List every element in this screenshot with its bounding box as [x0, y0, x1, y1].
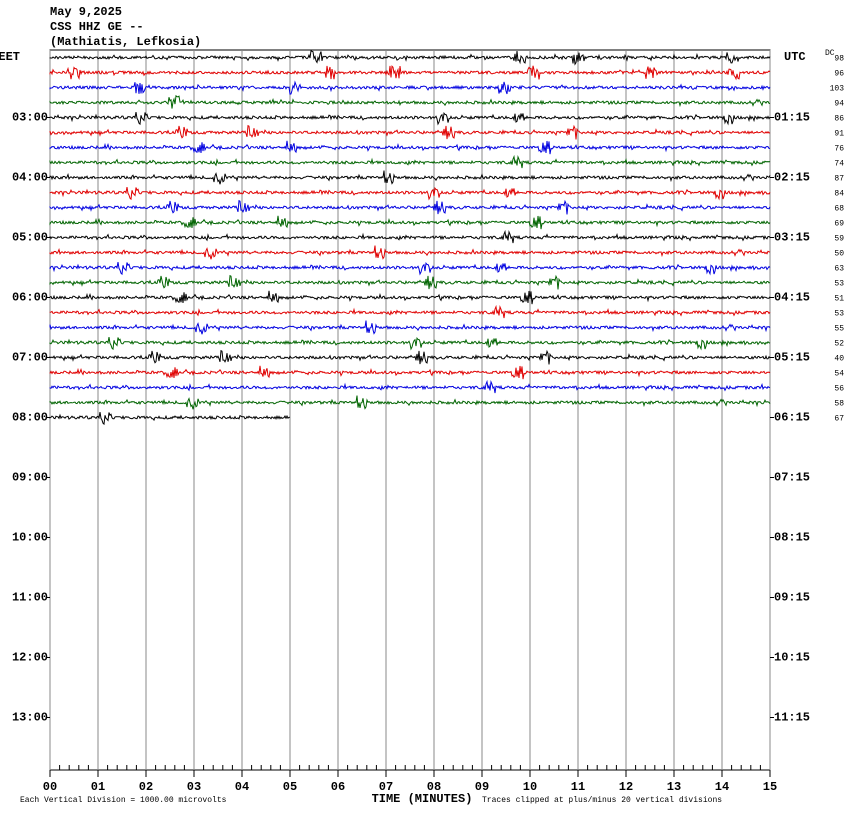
- trace: [49, 379, 771, 394]
- dc-value: 53: [834, 310, 844, 319]
- dc-value: 63: [834, 265, 844, 274]
- y-tick-label: 12:00: [12, 651, 48, 665]
- dc-value: 40: [834, 355, 844, 364]
- y2-tick-label: 11:15: [774, 711, 810, 725]
- y2-tick-label: 04:15: [774, 291, 810, 305]
- x-tick-label: 04: [235, 780, 249, 794]
- dc-value: 67: [834, 415, 844, 424]
- left-zone: EET: [0, 50, 20, 64]
- trace: [49, 320, 771, 335]
- dc-value: 68: [834, 205, 844, 214]
- trace: [49, 215, 771, 230]
- trace: [49, 349, 771, 365]
- y-tick-label: 11:00: [12, 591, 48, 605]
- trace: [49, 170, 771, 185]
- plot-frame: [49, 49, 771, 771]
- dc-value: 91: [834, 130, 844, 139]
- trace: [49, 80, 771, 95]
- trace: [49, 140, 770, 155]
- x-tick-label: 01: [91, 780, 105, 794]
- dc-value: 87: [834, 175, 844, 184]
- trace: [49, 229, 771, 244]
- x-tick-label: 12: [619, 780, 633, 794]
- y-tick-label: 06:00: [12, 291, 48, 305]
- x-tick-label: 10: [523, 780, 537, 794]
- y-tick-label: 05:00: [12, 231, 48, 245]
- trace: [49, 124, 771, 140]
- x-tick-label: 06: [331, 780, 345, 794]
- y-tick-label: 13:00: [12, 711, 48, 725]
- x-tick-label: 13: [667, 780, 681, 794]
- x-tick-label: 02: [139, 780, 153, 794]
- dc-value: 96: [834, 70, 844, 79]
- y2-tick-label: 09:15: [774, 591, 810, 605]
- x-tick-label: 00: [43, 780, 57, 794]
- trace: [49, 186, 771, 201]
- x-tick-label: 05: [283, 780, 297, 794]
- dc-value: 59: [834, 235, 844, 244]
- y2-tick-label: 05:15: [774, 351, 810, 365]
- y2-tick-label: 02:15: [774, 171, 810, 185]
- x-tick-label: 14: [715, 780, 729, 794]
- title-line: May 9,2025: [50, 5, 122, 19]
- dc-value: 52: [834, 340, 844, 349]
- dc-value: 69: [834, 220, 844, 229]
- y-tick-label: 08:00: [12, 411, 48, 425]
- trace: [49, 395, 771, 410]
- title-line: CSS HHZ GE --: [50, 20, 144, 34]
- dc-value: 98: [834, 55, 844, 64]
- dc-value: 103: [830, 85, 845, 94]
- x-tick-label: 15: [763, 780, 777, 794]
- trace: [49, 290, 771, 305]
- right-zone: UTC: [784, 50, 806, 64]
- trace: [49, 49, 771, 66]
- y2-tick-label: 06:15: [774, 411, 810, 425]
- y2-tick-label: 10:15: [774, 651, 810, 665]
- x-tick-label: 03: [187, 780, 201, 794]
- dc-value: 94: [834, 100, 844, 109]
- dc-value: 50: [834, 250, 844, 259]
- trace: [49, 412, 291, 426]
- dc-value: 56: [834, 385, 844, 394]
- clip-note: Traces clipped at plus/minus 20 vertical…: [482, 796, 722, 805]
- x-tick-label: 11: [571, 780, 585, 794]
- y-tick-label: 07:00: [12, 351, 48, 365]
- y-tick-label: 03:00: [12, 111, 48, 125]
- y-tick-label: 09:00: [12, 471, 48, 485]
- trace: [49, 274, 771, 290]
- dc-label: DC: [825, 49, 835, 58]
- dc-value: 51: [834, 295, 844, 304]
- dc-value: 76: [834, 145, 844, 154]
- dc-value: 86: [834, 115, 844, 124]
- dc-value: 53: [834, 280, 844, 289]
- trace: [49, 336, 771, 351]
- trace: [49, 304, 771, 319]
- dc-value: 55: [834, 325, 844, 334]
- y-tick-label: 10:00: [12, 531, 48, 545]
- dc-value: 54: [834, 370, 844, 379]
- trace: [49, 65, 771, 81]
- y2-tick-label: 07:15: [774, 471, 810, 485]
- trace: [49, 365, 771, 380]
- trace: [49, 154, 771, 169]
- scale-note: Each Vertical Division = 1000.00 microvo…: [20, 796, 227, 805]
- dc-value: 58: [834, 400, 844, 409]
- title-line: (Mathiatis, Lefkosia): [50, 35, 201, 49]
- y2-tick-label: 08:15: [774, 531, 810, 545]
- trace: [49, 245, 771, 260]
- trace: [49, 94, 771, 109]
- trace: [49, 199, 771, 215]
- trace: [49, 111, 771, 126]
- x-tick-label: 09: [475, 780, 489, 794]
- trace: [49, 261, 771, 276]
- y-tick-label: 04:00: [12, 171, 48, 185]
- y2-tick-label: 03:15: [774, 231, 810, 245]
- dc-value: 74: [834, 160, 844, 169]
- x-tick-label: 08: [427, 780, 441, 794]
- dc-value: 84: [834, 190, 844, 199]
- x-tick-label: 07: [379, 780, 393, 794]
- y2-tick-label: 01:15: [774, 111, 810, 125]
- x-axis-title: TIME (MINUTES): [372, 792, 473, 806]
